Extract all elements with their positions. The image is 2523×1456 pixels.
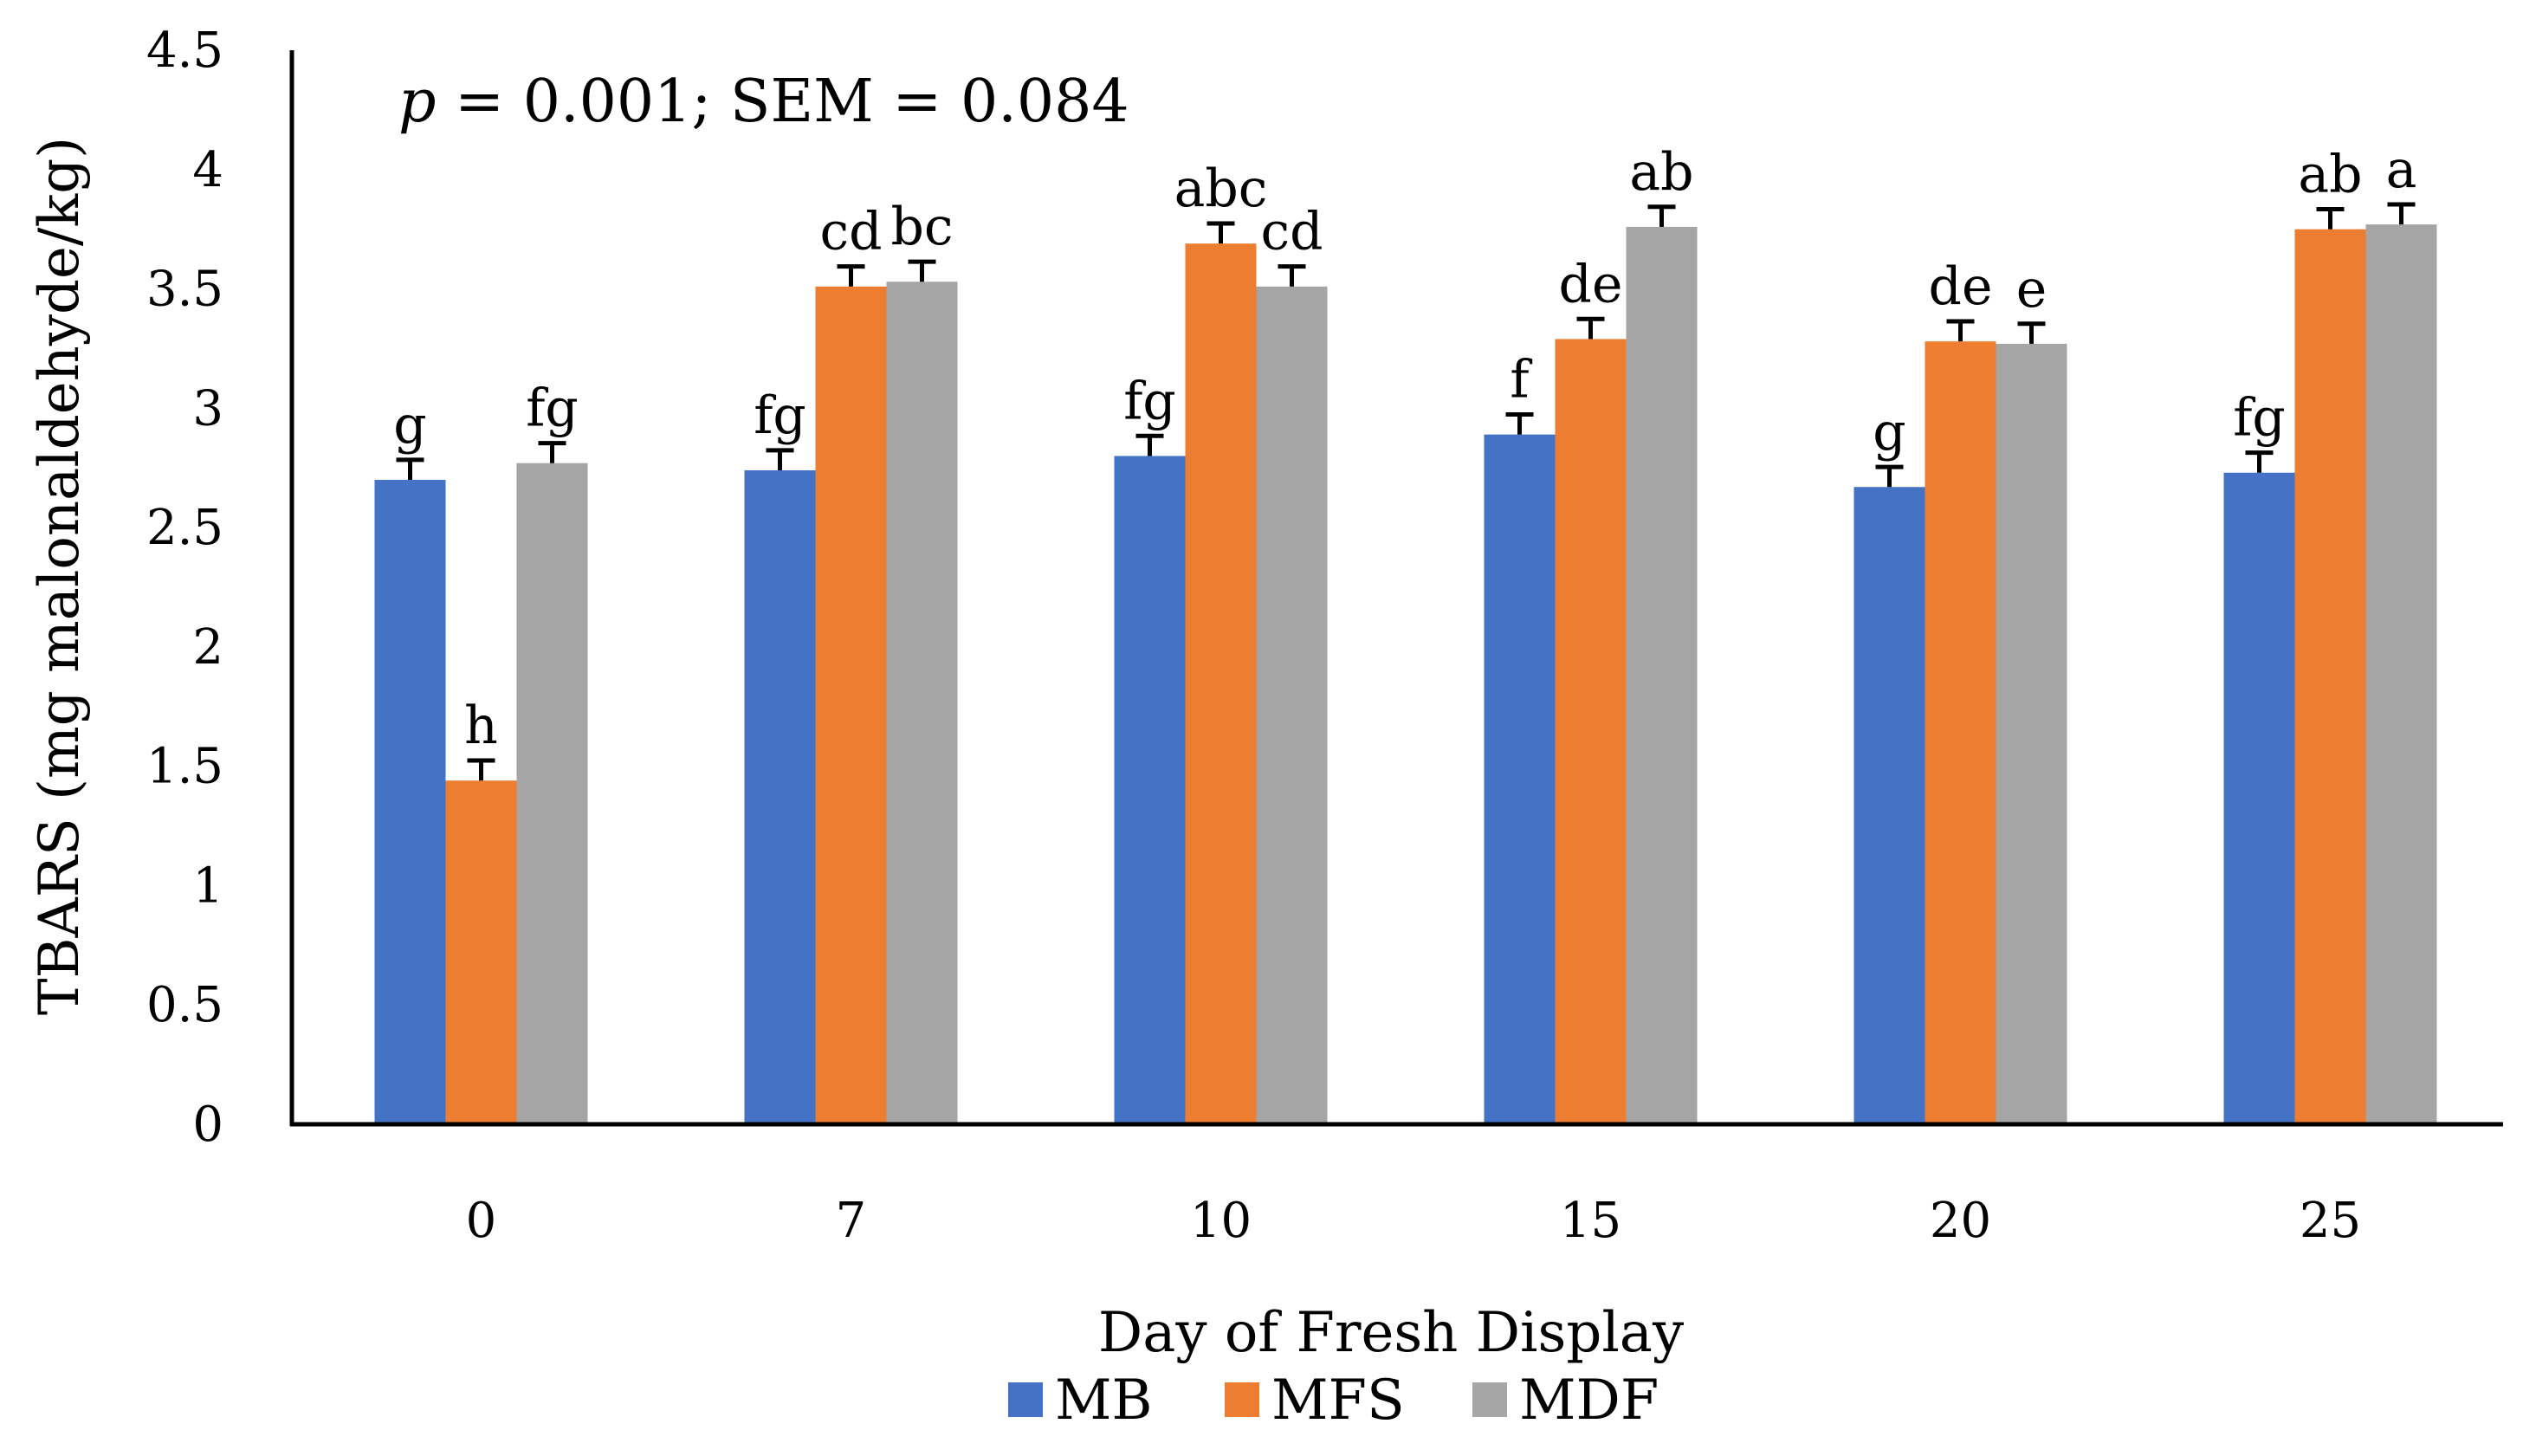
bar-mfs-day-10 — [1185, 243, 1257, 1124]
significance-letter: bc — [890, 197, 953, 257]
x-axis-title: Day of Fresh Display — [1098, 1301, 1684, 1365]
significance-letter: fg — [2233, 388, 2286, 449]
y-tick-label: 1 — [192, 857, 223, 914]
significance-letter: ab — [1629, 142, 1693, 203]
bar-mb-day-15 — [1484, 434, 1556, 1125]
x-category-label: 0 — [466, 1193, 497, 1249]
bar-mfs-day-7 — [815, 286, 887, 1124]
y-tick-label: 4.5 — [146, 23, 223, 79]
legend-swatch-mfs — [1225, 1382, 1259, 1417]
bar-mfs-day-15 — [1555, 339, 1627, 1124]
y-tick-label: 4 — [192, 142, 223, 198]
x-category-label: 25 — [2300, 1193, 2361, 1249]
significance-letter: e — [2016, 259, 2048, 320]
bar-mfs-day-20 — [1925, 341, 1996, 1125]
stat-annotation: p = 0.001; SEM = 0.084 — [398, 68, 1129, 136]
significance-letter: de — [1929, 256, 1993, 317]
x-category-label: 15 — [1560, 1193, 1621, 1249]
significance-letter: fg — [754, 385, 806, 446]
significance-letter: a — [2386, 139, 2417, 200]
significance-letter: f — [1510, 349, 1532, 410]
bar-mb-day-20 — [1853, 487, 1925, 1124]
y-tick-label: 3 — [192, 380, 223, 437]
x-category-label: 10 — [1190, 1193, 1252, 1249]
significance-letter: fg — [1123, 371, 1176, 431]
significance-letter: cd — [1260, 202, 1323, 262]
bars-layer — [374, 224, 2437, 1125]
y-tick-labels: 0 0.5 1 1.5 2 2.5 3 3.5 4 4.5 — [146, 23, 223, 1153]
significance-letter: cd — [819, 202, 882, 262]
bar-mdf-day-15 — [1626, 226, 1698, 1124]
legend-label-mb: MB — [1055, 1369, 1153, 1433]
significance-letter: fg — [526, 379, 579, 439]
x-tick-labels: 0 7 10 15 20 25 — [466, 1193, 2361, 1249]
x-category-label: 7 — [836, 1193, 867, 1249]
error-bars-layer — [396, 202, 2416, 781]
significance-letter: g — [1873, 402, 1905, 463]
x-category-label: 20 — [1930, 1193, 1991, 1249]
significance-letter: g — [393, 395, 426, 456]
bar-mdf-day-0 — [516, 463, 588, 1124]
y-tick-label: 2.5 — [146, 500, 223, 556]
significance-letter: de — [1559, 254, 1623, 314]
y-tick-label: 3.5 — [146, 262, 223, 318]
bar-mb-day-10 — [1114, 456, 1186, 1124]
bar-mb-day-25 — [2223, 472, 2295, 1124]
bar-mdf-day-10 — [1256, 286, 1328, 1124]
y-axis-title: TBARS (mg malonaldehyde/kg) — [28, 137, 92, 1015]
legend-swatch-mb — [1008, 1382, 1043, 1417]
p-symbol: p — [398, 68, 437, 136]
significance-letter: abc — [1174, 159, 1268, 219]
legend-swatch-mdf — [1472, 1382, 1507, 1417]
y-tick-label: 0 — [192, 1097, 223, 1153]
significance-letter: h — [464, 696, 498, 756]
bar-mfs-day-0 — [445, 780, 517, 1124]
significance-letter: ab — [2298, 145, 2362, 205]
bar-mdf-day-7 — [886, 281, 958, 1124]
bar-mdf-day-25 — [2365, 224, 2437, 1125]
legend-label-mfs: MFS — [1271, 1369, 1405, 1433]
y-tick-label: 0.5 — [146, 977, 223, 1033]
bar-mb-day-0 — [374, 480, 446, 1124]
y-tick-label: 2 — [192, 619, 223, 676]
bar-mdf-day-20 — [1996, 343, 2067, 1124]
y-tick-label: 1.5 — [146, 739, 223, 795]
legend: MB MFS MDF — [1008, 1369, 1659, 1433]
bar-mb-day-7 — [744, 469, 816, 1124]
legend-label-mdf: MDF — [1519, 1369, 1659, 1433]
bar-mfs-day-25 — [2294, 229, 2366, 1125]
stat-values: = 0.001; SEM = 0.084 — [437, 68, 1129, 136]
